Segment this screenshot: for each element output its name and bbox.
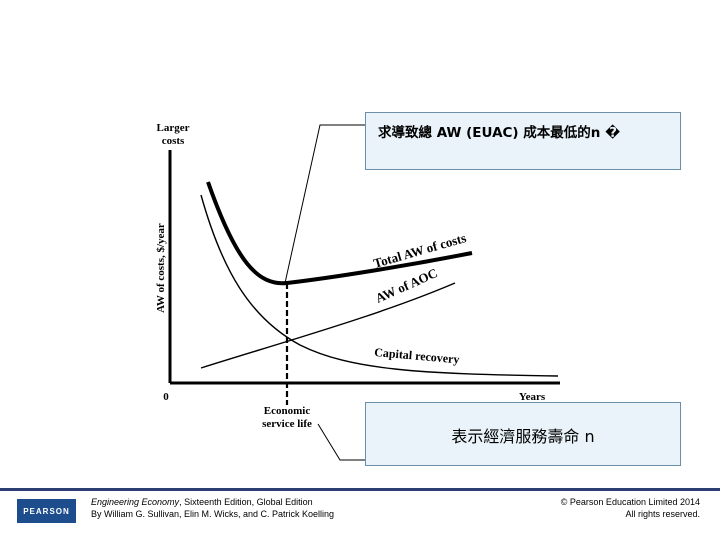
authors-line: By William G. Sullivan, Elin M. Wicks, a… [91,509,335,519]
footer-copyright: © Pearson Education Limited 2014 All rig… [561,496,700,520]
total-aw-curve [206,181,473,286]
aoc-curve [200,282,456,369]
origin-label: 0 [163,391,169,403]
callout-bottom-text: 表示經濟服務壽命 n [451,427,595,446]
callout-top-text: 求導致總 AW (EUAC) 成本最低的n � [378,125,621,141]
economic-life-diagram: Larger costs AW of costs, $/year 0 Years… [155,122,560,461]
book-line: Engineering Economy, Sixteenth Edition, … [91,496,334,508]
y-axis-top-label-line2: costs [162,135,185,147]
pearson-logo: PEARSON [17,499,76,523]
callout-top-pointer [284,124,365,284]
copyright-line: © Pearson Education Limited 2014 [560,497,700,507]
rights-line: All rights reserved. [625,509,700,519]
y-axis-top-label-line1: Larger [157,122,190,134]
footer-citation: Engineering Economy, Sixteenth Edition, … [91,496,334,520]
footer-rule [0,488,720,491]
logo-text: PEARSON [23,506,70,516]
callout-bottom-pointer [317,423,365,461]
economic-label-line2: service life [262,418,312,430]
curve-aoc-label: AW of AOC [373,265,440,306]
book-title: Engineering Economy [91,497,180,507]
x-axis-label: Years [519,391,546,403]
curve-capital-label: Capital recovery [374,345,460,366]
capital-recovery-curve [200,194,559,377]
callout-bottom: 表示經濟服務壽命 n [365,402,681,466]
book-edition: , Sixteenth Edition, Global Edition [179,497,313,507]
callout-top: 求導致總 AW (EUAC) 成本最低的n � [365,112,681,170]
y-axis-label: AW of costs, $/year [155,223,167,313]
economic-label-line1: Economic [264,405,311,417]
